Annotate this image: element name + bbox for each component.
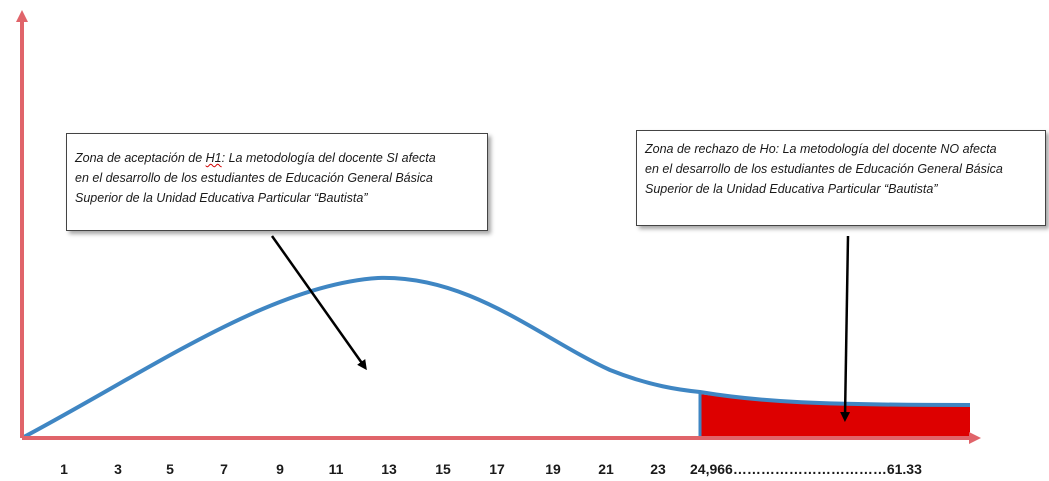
acceptance-note-line-2: en el desarrollo de los estudiantes de E… bbox=[75, 171, 433, 185]
x-tick-label: 1 bbox=[60, 461, 68, 477]
distribution-curve bbox=[21, 275, 971, 440]
h1-label: H1 bbox=[205, 151, 222, 165]
x-tick-label: 21 bbox=[598, 461, 614, 477]
acceptance-note-line-3: Superior de la Unidad Educativa Particul… bbox=[75, 191, 368, 205]
x-tick-label: 9 bbox=[276, 461, 284, 477]
x-tick-label: 17 bbox=[489, 461, 505, 477]
rejection-note-line-3: Superior de la Unidad Educativa Particul… bbox=[645, 182, 938, 196]
rejection-region bbox=[700, 394, 970, 439]
rejection-note-line-1: Zona de rechazo de Ho: La metodología de… bbox=[645, 142, 997, 156]
acceptance-note-line-1-rest: : La metodología del docente SI afecta bbox=[221, 151, 436, 165]
x-axis-ticks: 1 3 5 7 9 11 13 15 17 19 21 23 24,966………… bbox=[60, 461, 922, 477]
x-tick-label: 7 bbox=[220, 461, 228, 477]
rejection-note-line-2: en el desarrollo de los estudiantes de E… bbox=[645, 162, 1003, 176]
acceptance-zone-callout: Zona de aceptación de H1: La metodología… bbox=[66, 133, 488, 231]
acceptance-note-prefix: Zona de aceptación de bbox=[75, 151, 206, 165]
x-tick-label: 23 bbox=[650, 461, 666, 477]
acceptance-pointer-arrow bbox=[270, 235, 367, 371]
x-tick-label: 19 bbox=[545, 461, 561, 477]
x-tick-label: 13 bbox=[381, 461, 397, 477]
rejection-pointer-arrow bbox=[840, 235, 851, 422]
x-tick-label: 3 bbox=[114, 461, 122, 477]
x-tick-label: 11 bbox=[329, 461, 344, 477]
x-tick-label: 15 bbox=[435, 461, 451, 477]
x-tick-label: 24,966……………………………61.33 bbox=[690, 461, 922, 477]
rejection-zone-callout: Zona de rechazo de Ho: La metodología de… bbox=[636, 130, 1046, 226]
acceptance-note-line-1: Zona de aceptación de H1: La metodología… bbox=[75, 148, 479, 168]
x-tick-label: 5 bbox=[166, 461, 174, 477]
